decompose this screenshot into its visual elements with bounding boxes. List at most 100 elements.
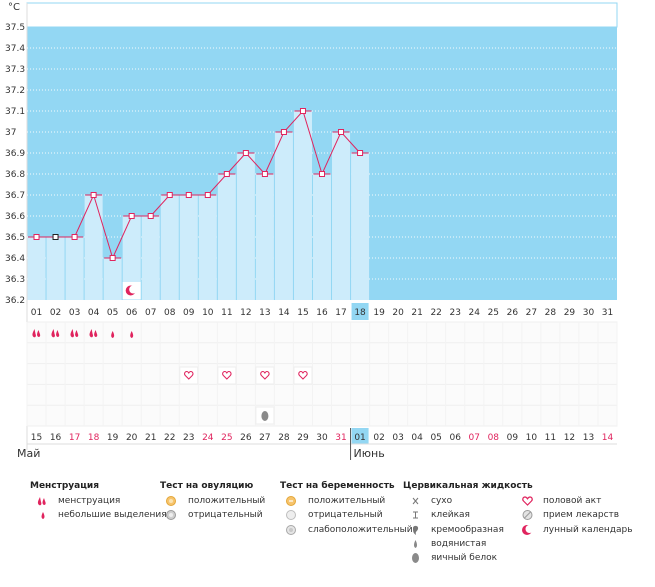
heart-icon [217, 366, 237, 385]
date-label: 10 [526, 433, 538, 443]
temperature-point [242, 150, 249, 156]
temperature-point [128, 213, 135, 219]
temperature-bar [293, 111, 312, 300]
menstruation-icon [70, 329, 79, 338]
cycle-day-label: 09 [183, 308, 195, 318]
legend-item: клейкая [403, 508, 533, 522]
temperature-points [33, 108, 364, 261]
legend-cervical-fluid: Цервикальная жидкость сухо клейкая кремо… [403, 478, 533, 565]
temperature-point [223, 171, 230, 177]
pregnancy-negative-icon [286, 509, 300, 521]
cycle-day-label: 13 [259, 308, 270, 318]
cycle-day-label: 28 [545, 308, 557, 318]
y-tick-label: 36.3 [5, 275, 25, 285]
temperature-bar [65, 237, 84, 300]
temperature-point [185, 192, 192, 198]
menstruation-drops [89, 329, 98, 338]
legend-item: небольшие выделения [30, 508, 167, 522]
legend-item: слабоположительный [280, 523, 413, 537]
heart-cell [293, 366, 313, 385]
y-tick-label: 36.8 [5, 170, 25, 180]
date-label: 14 [602, 433, 614, 443]
date-label: 07 [469, 433, 480, 443]
date-label: 27 [259, 433, 270, 443]
legend-label: положительный [188, 496, 266, 506]
temperature-point [52, 234, 59, 240]
watery-icon [409, 538, 423, 550]
heart-icon [521, 495, 535, 507]
heart-icon [255, 366, 275, 385]
egg-shape [261, 411, 269, 421]
unit-label: °C [8, 2, 20, 13]
heart-shape [184, 370, 194, 380]
date-label: 01 [354, 433, 365, 443]
menstruation-icon [36, 495, 50, 507]
legend-label: яичный белок [431, 553, 498, 564]
pregnancy-positive-icon [286, 495, 300, 507]
menstruation-icon [51, 329, 60, 338]
legend-label: кремообразная [431, 524, 504, 535]
legend-menstruation: Менструация менструация небольшие выделе… [30, 478, 167, 523]
temperature-bar [84, 195, 103, 300]
legend-label: водянистая [431, 538, 487, 549]
current-day-highlight [351, 303, 369, 320]
heart-cell [217, 366, 237, 385]
dry-icon [409, 495, 423, 507]
y-tick-label: 37.5 [5, 23, 25, 33]
bbt-chart: °C 37.5 37.4 37.3 37.2 37.1 37 36.9 36.8 36.7 36.6… [5, 2, 618, 460]
date-label: 23 [183, 433, 194, 443]
legend-item: менструация [30, 494, 167, 508]
temperature-bar [217, 174, 236, 300]
cycle-day-label: 21 [411, 308, 422, 318]
temperature-bars [27, 111, 370, 300]
temperature-bar [122, 216, 141, 300]
cycle-day-label: 15 [297, 308, 308, 318]
temperature-bar [141, 216, 160, 300]
temperature-point [90, 192, 97, 198]
legend: Менструация менструация небольшие выделе… [0, 478, 655, 587]
y-tick-label: 36.9 [5, 149, 25, 159]
heart-icon [293, 366, 313, 385]
legend-label: менструация [58, 496, 121, 506]
temperature-point [357, 150, 364, 156]
temperature-bar [351, 153, 370, 300]
heart-shape [222, 370, 232, 380]
cycle-day-label: 19 [373, 308, 385, 318]
current-date-highlight [351, 428, 369, 444]
legend-ovulation-test: Тест на овуляцию положительный отрицател… [160, 478, 265, 523]
temperature-polyline [36, 110, 361, 260]
cycle-day-label: 27 [526, 308, 537, 318]
cycle-day-label: 02 [50, 308, 61, 318]
moon-icon [521, 524, 535, 536]
date-label: 16 [50, 433, 62, 443]
legend-title: Цервикальная жидкость [403, 481, 533, 491]
legend-label: лунный календарь [543, 524, 633, 535]
legend-title: Тест на беременность [280, 481, 395, 491]
legend-label: отрицательный [188, 510, 263, 521]
temperature-point [261, 171, 268, 177]
legend-label: прием лекарств [543, 510, 620, 521]
menstruation-drops [51, 329, 60, 338]
legend-item: положительный [280, 494, 413, 508]
menstruation-drops [70, 329, 79, 338]
egg-white-icon [255, 406, 275, 425]
temperature-bar [46, 237, 65, 300]
month-label: Май [17, 447, 40, 460]
date-label: 05 [430, 433, 441, 443]
heart-cell [179, 366, 199, 385]
cycle-day-label: 11 [221, 308, 232, 318]
date-label: 18 [88, 433, 100, 443]
temperature-bar [332, 132, 351, 300]
legend-item: прием лекарств [515, 508, 633, 522]
legend-item: водянистая [403, 537, 533, 551]
cycle-day-label: 10 [202, 308, 214, 318]
temperature-bar [103, 258, 122, 300]
cycle-day-label: 07 [145, 308, 156, 318]
y-tick-label: 37.3 [5, 65, 25, 75]
cycle-day-label: 16 [316, 308, 328, 318]
date-label: 31 [335, 433, 346, 443]
temperature-bar [312, 174, 332, 300]
date-label: 06 [449, 433, 461, 443]
y-tick-label: 37.4 [5, 44, 25, 54]
temperature-bar [198, 195, 217, 300]
